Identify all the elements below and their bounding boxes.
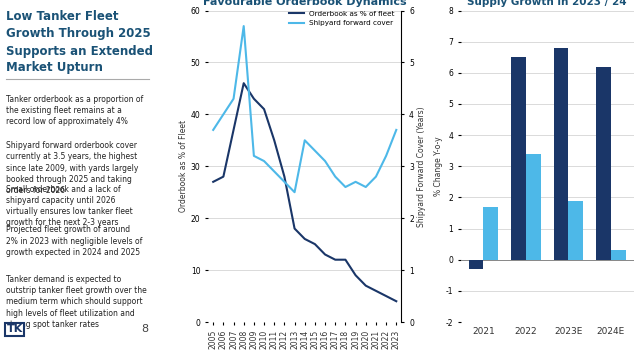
Bar <box>611 250 626 260</box>
Bar <box>483 207 499 260</box>
Text: Tanker demand is expected to
outstrip tanker fleet growth over the
medium term w: Tanker demand is expected to outstrip ta… <box>6 275 147 329</box>
Bar <box>596 66 611 260</box>
Bar <box>554 48 568 260</box>
Bar <box>526 154 541 260</box>
Text: TK: TK <box>6 324 22 335</box>
Y-axis label: % Change Y-o-y: % Change Y-o-y <box>434 136 443 196</box>
Text: Small orderbook and a lack of
shipyard capacity until 2026
virtually ensures low: Small orderbook and a lack of shipyard c… <box>6 185 133 227</box>
Text: Low Tanker Fleet
Growth Through 2025
Supports an Extended
Market Upturn: Low Tanker Fleet Growth Through 2025 Sup… <box>6 10 154 75</box>
Legend: Orderbook as % of fleet, Shipyard forward cover: Orderbook as % of fleet, Shipyard forwar… <box>286 8 397 29</box>
Y-axis label: Shipyard Forward Cover (Years): Shipyard Forward Cover (Years) <box>417 106 426 226</box>
Text: Projected fleet growth of around
2% in 2023 with negligible levels of
growth exp: Projected fleet growth of around 2% in 2… <box>6 225 143 257</box>
Bar <box>468 260 483 269</box>
Text: Shipyard forward orderbook cover
currently at 3.5 years, the highest
since late : Shipyard forward orderbook cover current… <box>6 141 139 195</box>
Y-axis label: Orderbook as % of Fleet: Orderbook as % of Fleet <box>179 120 188 212</box>
Bar <box>568 201 583 260</box>
Bar <box>511 57 526 260</box>
Title: Favourable Orderbook Dynamics: Favourable Orderbook Dynamics <box>203 0 406 7</box>
Text: Tanker orderbook as a proportion of
the existing fleet remains at a
record low o: Tanker orderbook as a proportion of the … <box>6 94 143 126</box>
Text: 8: 8 <box>141 324 148 335</box>
Title: Tanker Demand Set to Outstrip Fleet
Supply Growth in 2023 / 24: Tanker Demand Set to Outstrip Fleet Supp… <box>439 0 640 7</box>
